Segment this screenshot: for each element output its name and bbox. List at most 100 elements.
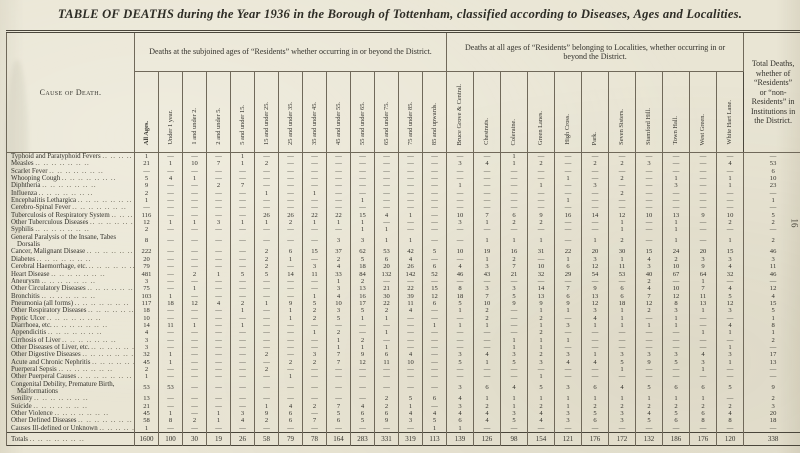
value-cell: — xyxy=(278,189,303,198)
value-cell: — xyxy=(716,395,745,403)
value-cell: — xyxy=(206,424,231,433)
value-cell: 98 xyxy=(500,432,529,446)
page-number: 16 xyxy=(789,218,800,228)
value-cell: 53 xyxy=(134,380,159,396)
value-cell: 2 xyxy=(254,365,279,374)
value-cell: — xyxy=(182,373,207,381)
value-cell: — xyxy=(446,189,475,198)
value-cell: 1 xyxy=(527,307,556,315)
value-cell: 3 xyxy=(554,321,583,330)
value-cell: — xyxy=(182,197,207,205)
value-cell: 1 xyxy=(554,395,583,403)
value-cell: — xyxy=(398,204,423,212)
value-cell: 29 xyxy=(554,270,583,278)
value-cell: — xyxy=(182,395,207,403)
value-cell: — xyxy=(302,285,327,293)
value-cell: — xyxy=(374,152,399,161)
value-cell: — xyxy=(206,292,231,300)
age-column-header: 25 and under 35. xyxy=(278,71,303,153)
value-cell: 1 xyxy=(608,307,637,315)
value-cell: — xyxy=(158,263,183,271)
value-cell: — xyxy=(374,167,399,176)
value-cell: — xyxy=(689,373,718,381)
value-cell: — xyxy=(230,175,255,183)
value-cell: 1 xyxy=(473,255,502,264)
value-cell: 2 xyxy=(473,307,502,315)
value-cell: — xyxy=(398,226,423,234)
value-cell: 1 xyxy=(527,336,556,344)
value-cell: — xyxy=(158,277,183,286)
value-cell: — xyxy=(182,255,207,264)
value-cell: — xyxy=(662,204,691,212)
value-cell: — xyxy=(182,329,207,337)
value-cell: 13 xyxy=(689,299,718,308)
value-cell: — xyxy=(689,424,718,433)
value-cell: 1 xyxy=(158,219,183,227)
value-cell: 30 xyxy=(608,248,637,256)
value-cell: — xyxy=(302,255,327,264)
value-cell: — xyxy=(581,175,610,183)
value-cell: — xyxy=(326,395,351,403)
value-cell: — xyxy=(230,373,255,381)
value-cell: — xyxy=(689,314,718,322)
value-cell: 1 xyxy=(500,336,529,344)
value-cell: — xyxy=(350,424,375,433)
value-cell: 6 xyxy=(326,417,351,425)
value-cell: 1 xyxy=(446,321,475,330)
value-cell: 42 xyxy=(398,248,423,256)
value-cell: — xyxy=(421,197,448,205)
cause-label: Totals .. .. .. .. .. .. .. xyxy=(6,432,135,446)
value-cell: — xyxy=(473,182,502,190)
age-column-header: 85 and upwards. xyxy=(421,71,448,153)
value-cell: — xyxy=(446,152,475,161)
value-cell: — xyxy=(635,329,664,337)
value-cell: — xyxy=(398,424,423,433)
value-cell: 1 xyxy=(374,233,399,249)
value-cell: 6 xyxy=(689,410,718,418)
value-cell: — xyxy=(398,189,423,198)
value-cell: — xyxy=(421,380,448,396)
value-cell: — xyxy=(398,182,423,190)
value-cell: — xyxy=(446,343,475,352)
value-cell: — xyxy=(581,219,610,227)
value-cell: 1 xyxy=(134,373,159,381)
table-row: Appendicitis .. .. .. .. .. .. .. 4— — — — — —… xyxy=(6,329,800,337)
value-cell: 62 xyxy=(350,248,375,256)
value-cell: — xyxy=(421,152,448,161)
value-cell: — xyxy=(278,329,303,337)
value-cell: 12 xyxy=(716,299,745,308)
value-cell: — xyxy=(206,358,231,366)
value-cell: 3 xyxy=(716,255,745,264)
cause-label: Bronchitis .. .. .. .. .. .. .. xyxy=(6,292,135,300)
value-cell: — xyxy=(662,167,691,176)
value-cell: 4 xyxy=(527,417,556,425)
value-cell: 2 xyxy=(527,219,556,227)
value-cell: 3 xyxy=(302,351,327,359)
value-cell: 43 xyxy=(473,270,502,278)
value-cell: 2 xyxy=(662,255,691,264)
value-cell: — xyxy=(206,395,231,403)
value-cell: 1 xyxy=(662,321,691,330)
value-cell: — xyxy=(554,226,583,234)
cause-label: Tuberculosis of Respiratory System .. ..… xyxy=(6,211,135,220)
value-cell: 7 xyxy=(206,160,231,168)
value-cell: — xyxy=(278,424,303,433)
value-cell: — xyxy=(254,424,279,433)
value-cell: — xyxy=(326,204,351,212)
value-cell: 126 xyxy=(473,432,502,446)
value-cell: 5 xyxy=(254,270,279,278)
age-column-header: 75 and under 85. xyxy=(398,71,423,153)
value-cell: — xyxy=(421,160,448,168)
value-cell: — xyxy=(473,329,502,337)
value-cell: — xyxy=(182,307,207,315)
value-cell: 46 xyxy=(446,270,475,278)
value-cell: — xyxy=(374,197,399,205)
value-cell: 1 xyxy=(554,255,583,264)
value-cell: — xyxy=(206,314,231,322)
value-cell: 9 xyxy=(527,211,556,220)
value-cell: 3 xyxy=(398,417,423,425)
value-cell: — xyxy=(374,189,399,198)
value-cell: — xyxy=(581,373,610,381)
value-cell: 5 xyxy=(527,380,556,396)
value-cell: — xyxy=(206,167,231,176)
